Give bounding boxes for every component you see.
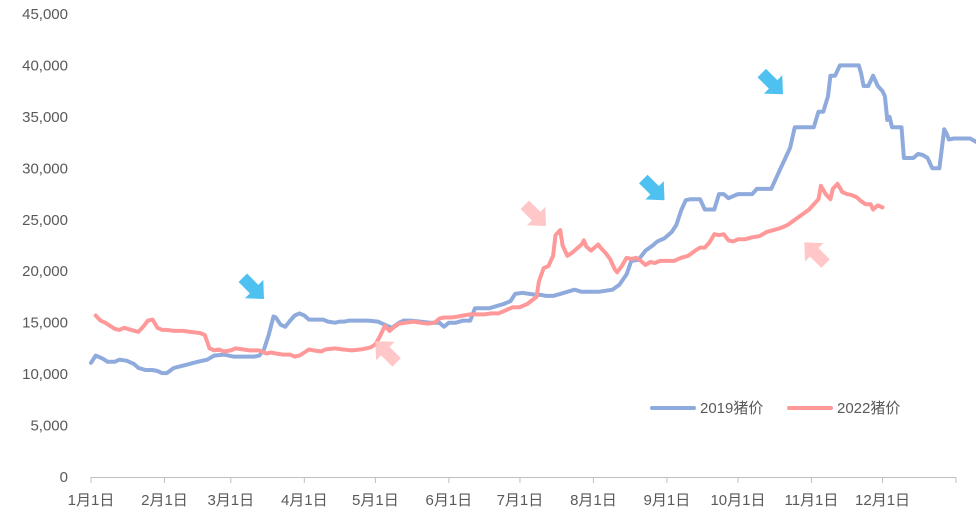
annotation-arrow: [804, 242, 830, 268]
legend: 2019猪价 2022猪价: [650, 400, 900, 417]
x-tick-label: 6月1日: [426, 492, 473, 509]
x-tick-label: 9月1日: [644, 492, 691, 509]
x-tick-label: 11月1日: [784, 492, 838, 509]
x-tick-label: 12月1日: [855, 492, 910, 509]
y-axis-ticks: 0 5,000 10,000 15,000 20,000 25,000 30,000 35,0…: [22, 6, 68, 486]
y-tick-label: 40,000: [22, 57, 68, 74]
y-tick-label: 35,000: [22, 109, 68, 126]
x-tick-label: 10月1日: [710, 492, 765, 509]
x-tick-label: 4月1日: [281, 492, 328, 509]
annotation-arrow: [520, 200, 546, 226]
y-tick-label: 0: [60, 469, 68, 486]
x-tick-label: 7月1日: [497, 492, 544, 509]
x-tick-label: 1月1日: [68, 492, 115, 509]
legend-label: 2019猪价: [700, 400, 763, 417]
x-tick-label: 3月1日: [207, 492, 254, 509]
x-axis-ticks: 1月1日 2月1日 3月1日 4月1日 5月1日 6月1日 7月1日 8月1日 9月1日 10月1…: [68, 477, 957, 509]
y-tick-label: 15,000: [22, 315, 68, 332]
x-tick-label: 5月1日: [352, 492, 399, 509]
series-line-1: [89, 63, 976, 376]
y-tick-label: 30,000: [22, 160, 68, 177]
annotation-arrow: [757, 68, 783, 95]
y-tick-label: 5,000: [30, 418, 68, 435]
y-tick-label: 20,000: [22, 263, 68, 280]
series-line-2: [93, 181, 885, 359]
y-tick-label: 45,000: [22, 6, 68, 23]
annotation-arrow: [375, 341, 401, 367]
x-tick-label: 2月1日: [141, 492, 188, 509]
annotation-arrow: [238, 273, 264, 299]
series-lines: [89, 63, 976, 376]
annotation-arrow: [639, 174, 665, 201]
legend-label: 2022猪价: [837, 400, 900, 417]
annotation-arrows: [238, 68, 830, 367]
y-tick-label: 25,000: [22, 212, 68, 229]
y-tick-label: 10,000: [22, 366, 68, 383]
x-tick-label: 8月1日: [570, 492, 617, 509]
